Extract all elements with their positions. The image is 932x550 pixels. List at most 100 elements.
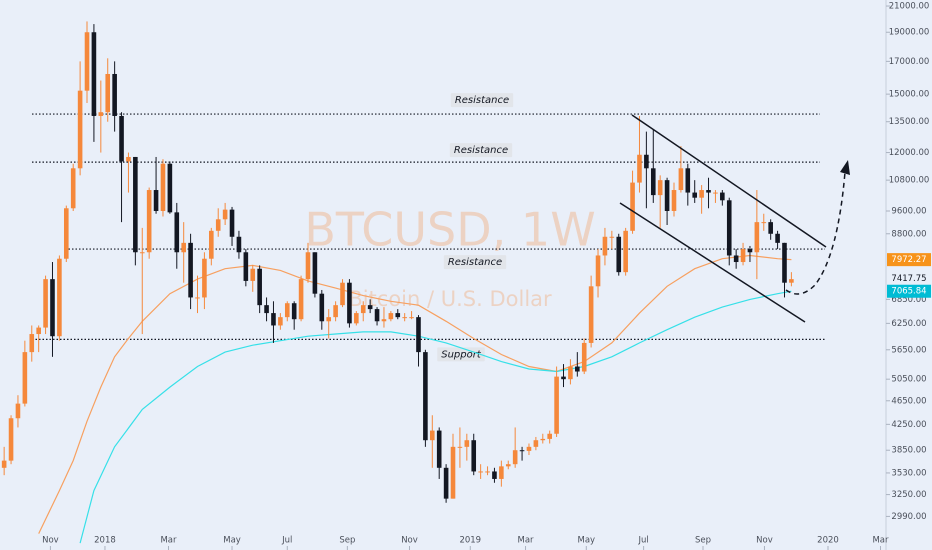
candle-body	[650, 168, 656, 196]
candle-body	[402, 317, 407, 319]
candle-body	[664, 180, 670, 211]
candle-body	[512, 450, 518, 465]
x-tick-label: 2018	[94, 536, 116, 546]
y-tick-label: 5650.00	[891, 345, 926, 355]
candle-body	[505, 464, 511, 467]
candle-body	[388, 313, 394, 320]
candle-body	[8, 418, 14, 461]
candle-body	[726, 200, 732, 256]
price-label: 7417.75	[891, 274, 926, 284]
price-label-bg	[887, 284, 931, 298]
candle-body	[36, 327, 41, 335]
candle-body	[443, 467, 449, 499]
candle-body	[298, 279, 304, 320]
candle-body	[167, 163, 173, 213]
candle-body	[202, 258, 207, 298]
candle-body	[547, 433, 552, 439]
candle-body	[305, 252, 311, 280]
candle-body	[63, 208, 69, 259]
candle-body	[492, 471, 497, 479]
candle-body	[499, 466, 504, 479]
candle-body	[250, 268, 256, 281]
y-tick-label: 15000.00	[889, 90, 930, 100]
candle-body	[77, 90, 83, 169]
candle-body	[740, 249, 746, 263]
candle-body	[423, 352, 428, 441]
y-tick-label: 13500.00	[889, 117, 930, 127]
candle-body	[713, 192, 718, 194]
candle-body	[360, 305, 366, 314]
candle-body	[561, 376, 566, 380]
candle-body	[195, 297, 200, 299]
x-tick-label: Jul	[281, 536, 292, 546]
candle-body	[671, 190, 677, 211]
candle-body	[581, 342, 587, 372]
candle-body	[347, 282, 352, 324]
candle-body	[692, 192, 698, 198]
candle-body	[595, 255, 601, 287]
x-tick-label: Nov	[42, 536, 59, 546]
candle-body	[630, 182, 635, 231]
y-tick-label: 3530.00	[891, 468, 926, 478]
candle-body	[84, 32, 90, 91]
candle-body	[616, 236, 622, 273]
candle-body	[146, 190, 152, 253]
y-tick-label: 9600.00	[891, 206, 926, 216]
candle-body	[57, 258, 62, 337]
candle-body	[575, 366, 580, 372]
candle-body	[188, 242, 193, 298]
channel	[619, 114, 850, 323]
candle-body	[326, 317, 332, 322]
candle-body	[485, 471, 490, 473]
candle-body	[319, 293, 325, 322]
candle-body	[768, 222, 773, 234]
x-tick-label: Sep	[339, 536, 355, 546]
x-tick-label: Mar	[872, 536, 889, 546]
channel-lower	[619, 202, 806, 323]
candle-body	[533, 440, 539, 447]
candle-body	[160, 163, 166, 211]
x-tick-label: 2019	[459, 536, 481, 546]
projection-arrow	[785, 171, 846, 295]
y-tick-label: 3250.00	[891, 490, 926, 500]
level-label: Resistance	[448, 257, 502, 268]
candle-body	[609, 236, 615, 238]
y-tick-label: 2990.00	[891, 512, 926, 522]
candle-body	[278, 317, 283, 326]
candle-body	[50, 279, 55, 337]
candle-body	[657, 180, 663, 196]
candle-body	[181, 242, 186, 253]
price-label-bg	[887, 253, 931, 267]
price-label: 7972.27	[891, 255, 926, 265]
candle-body	[395, 313, 401, 318]
candle-body	[478, 471, 483, 473]
candle-body	[540, 438, 546, 441]
candle-body	[733, 255, 739, 263]
candle-body	[70, 168, 76, 209]
moving-average	[79, 290, 792, 544]
candle-body	[588, 286, 594, 343]
candle-body	[699, 190, 704, 198]
price-label-bg	[887, 272, 931, 286]
x-tick-label: Nov	[756, 536, 773, 546]
candle-body	[754, 222, 760, 253]
x-tick-label: Sep	[695, 536, 711, 546]
candle-body	[519, 450, 525, 452]
y-tick-label: 3850.00	[891, 446, 926, 456]
candle-body	[409, 317, 414, 319]
candle-body	[215, 219, 221, 231]
candle-body	[526, 446, 532, 451]
candle-body	[685, 168, 691, 193]
y-tick-label: 4250.00	[891, 420, 926, 430]
candle-body	[602, 236, 608, 256]
candle-body	[457, 446, 463, 448]
candle-body	[747, 249, 753, 253]
candle-body	[637, 154, 642, 183]
candle-body	[782, 242, 787, 283]
x-tick-label: May	[223, 536, 241, 546]
level-label-bg	[443, 255, 507, 270]
watermark-title: BTCUSD, 1W	[304, 203, 595, 257]
y-tick-label: 19000.00	[889, 28, 930, 38]
level-label-bg	[449, 143, 513, 158]
candle-body	[222, 209, 228, 220]
